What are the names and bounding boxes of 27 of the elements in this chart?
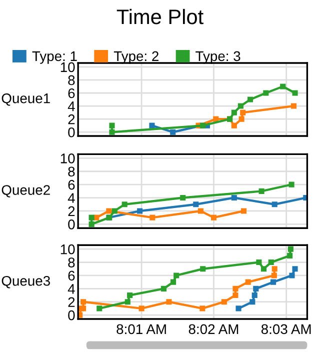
y-tick-label: 10 xyxy=(60,244,75,254)
y-axis-title: Queue2 xyxy=(2,185,50,198)
y-tick-label: 6 xyxy=(68,180,75,190)
chart-title: Time Plot xyxy=(116,8,204,24)
x-tick-label: 8:03 AM xyxy=(261,324,311,334)
y-tick-label: 2 xyxy=(68,297,75,307)
legend-label: Type: 3 xyxy=(196,51,240,64)
y-tick-label: 2 xyxy=(68,206,75,216)
y-tick-label: 10 xyxy=(60,62,75,72)
y-tick-label: 4 xyxy=(68,193,75,203)
y-tick-label: 10 xyxy=(60,154,75,164)
y-tick-label: 6 xyxy=(68,88,75,98)
x-tick-label: 8:01 AM xyxy=(116,324,166,334)
y-tick-label: 8 xyxy=(68,258,75,268)
y-tick-label: 8 xyxy=(68,75,75,86)
y-tick-label: 6 xyxy=(68,270,75,281)
y-tick-label: 8 xyxy=(68,166,75,177)
y-tick-label: 4 xyxy=(68,284,75,294)
y-axis-title: Queue3 xyxy=(2,276,50,288)
y-tick-label: 2 xyxy=(68,114,75,124)
y-tick-label: 0 xyxy=(68,127,75,138)
y-tick-label: 0 xyxy=(68,310,75,320)
y-axis-title: Queue1 xyxy=(2,93,50,106)
y-tick-label: 4 xyxy=(68,102,75,112)
legend-label: Type: 2 xyxy=(114,51,158,64)
x-tick-label: 8:02 AM xyxy=(188,324,238,334)
y-tick-label: 0 xyxy=(68,220,75,230)
